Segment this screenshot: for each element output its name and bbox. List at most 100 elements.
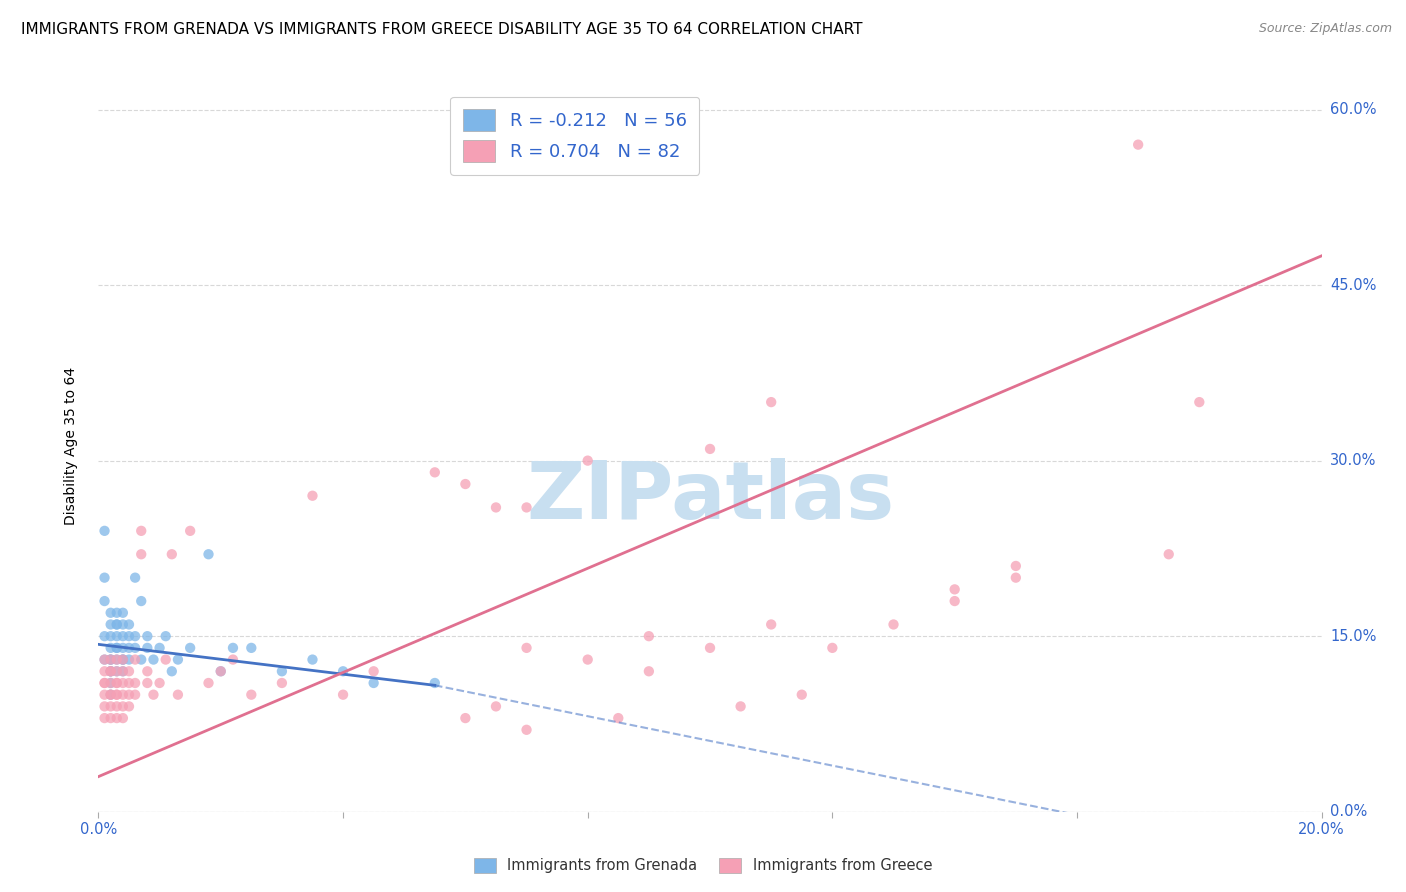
- Point: [167, 652, 190, 666]
- Point: [301, 489, 323, 503]
- Point: [454, 711, 477, 725]
- Point: [100, 688, 122, 702]
- Point: [485, 699, 508, 714]
- Point: [155, 652, 177, 666]
- Point: [118, 688, 141, 702]
- Point: [142, 688, 165, 702]
- Point: [124, 571, 146, 585]
- Point: [105, 688, 128, 702]
- Point: [111, 606, 134, 620]
- Point: [93, 524, 115, 538]
- Point: [576, 652, 599, 666]
- Point: [105, 640, 128, 655]
- Point: [240, 640, 263, 655]
- Point: [100, 629, 122, 643]
- Point: [105, 652, 128, 666]
- Point: [363, 676, 385, 690]
- Text: 60.0%: 60.0%: [1330, 102, 1376, 117]
- Point: [111, 652, 134, 666]
- Point: [136, 640, 159, 655]
- Text: ZIPatlas: ZIPatlas: [526, 458, 894, 536]
- Point: [129, 524, 152, 538]
- Point: [160, 665, 183, 679]
- Point: [790, 688, 813, 702]
- Point: [576, 453, 599, 467]
- Point: [93, 594, 115, 608]
- Point: [124, 652, 146, 666]
- Point: [136, 665, 159, 679]
- Point: [111, 676, 134, 690]
- Point: [93, 711, 115, 725]
- Point: [111, 688, 134, 702]
- Point: [301, 652, 323, 666]
- Point: [111, 699, 134, 714]
- Point: [118, 699, 141, 714]
- Point: [100, 665, 122, 679]
- Point: [209, 665, 232, 679]
- Point: [118, 640, 141, 655]
- Point: [136, 676, 159, 690]
- Point: [209, 665, 232, 679]
- Point: [111, 617, 134, 632]
- Point: [118, 652, 141, 666]
- Point: [105, 711, 128, 725]
- Point: [637, 629, 661, 643]
- Point: [759, 395, 782, 409]
- Point: [179, 524, 201, 538]
- Point: [149, 640, 172, 655]
- Point: [129, 652, 152, 666]
- Point: [516, 500, 538, 515]
- Point: [1157, 547, 1180, 561]
- Point: [100, 640, 122, 655]
- Text: 45.0%: 45.0%: [1330, 277, 1376, 293]
- Point: [607, 711, 630, 725]
- Point: [111, 652, 134, 666]
- Point: [93, 665, 115, 679]
- Point: [105, 676, 128, 690]
- Point: [943, 594, 966, 608]
- Point: [423, 676, 446, 690]
- Point: [100, 617, 122, 632]
- Point: [100, 699, 122, 714]
- Point: [454, 477, 477, 491]
- Point: [111, 665, 134, 679]
- Point: [100, 606, 122, 620]
- Point: [118, 676, 141, 690]
- Point: [222, 640, 245, 655]
- Text: 30.0%: 30.0%: [1330, 453, 1376, 468]
- Point: [485, 500, 508, 515]
- Point: [270, 676, 292, 690]
- Point: [105, 665, 128, 679]
- Point: [637, 665, 661, 679]
- Point: [222, 652, 245, 666]
- Text: IMMIGRANTS FROM GRENADA VS IMMIGRANTS FROM GREECE DISABILITY AGE 35 TO 64 CORREL: IMMIGRANTS FROM GRENADA VS IMMIGRANTS FR…: [21, 22, 863, 37]
- Point: [100, 688, 122, 702]
- Text: Source: ZipAtlas.com: Source: ZipAtlas.com: [1258, 22, 1392, 36]
- Point: [129, 547, 152, 561]
- Point: [136, 629, 159, 643]
- Point: [167, 688, 190, 702]
- Point: [883, 617, 905, 632]
- Point: [124, 688, 146, 702]
- Point: [124, 676, 146, 690]
- Legend: R = -0.212   N = 56, R = 0.704   N = 82: R = -0.212 N = 56, R = 0.704 N = 82: [450, 96, 699, 175]
- Point: [270, 665, 292, 679]
- Point: [1004, 571, 1026, 585]
- Point: [100, 652, 122, 666]
- Point: [105, 617, 128, 632]
- Point: [93, 571, 115, 585]
- Point: [197, 547, 219, 561]
- Legend: Immigrants from Grenada, Immigrants from Greece: Immigrants from Grenada, Immigrants from…: [467, 850, 939, 880]
- Point: [423, 466, 446, 480]
- Point: [699, 442, 721, 456]
- Point: [943, 582, 966, 597]
- Point: [100, 665, 122, 679]
- Text: 15.0%: 15.0%: [1330, 629, 1376, 644]
- Point: [1128, 137, 1150, 152]
- Point: [179, 640, 201, 655]
- Point: [111, 665, 134, 679]
- Point: [160, 547, 183, 561]
- Point: [105, 676, 128, 690]
- Point: [363, 665, 385, 679]
- Point: [240, 688, 263, 702]
